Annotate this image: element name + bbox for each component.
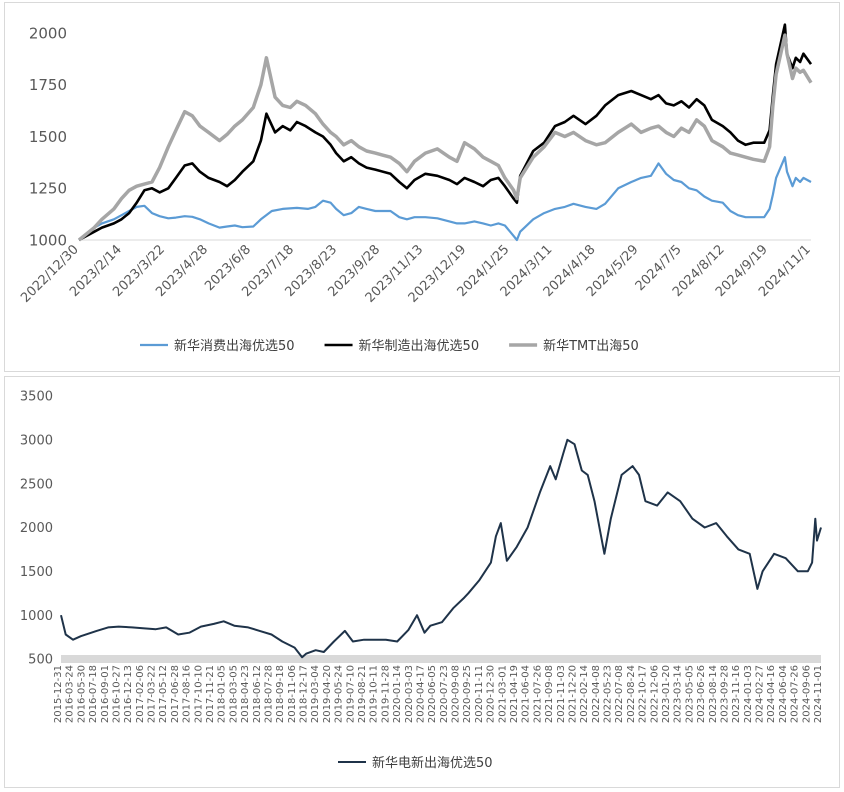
x-tick-label: 2023-06-26	[696, 665, 707, 723]
x-tick-label: 2021-12-20	[567, 665, 578, 723]
x-tick-label: 2016-12-13	[123, 665, 134, 723]
x-tick-label: 2019-03-04	[310, 665, 321, 723]
y-tick-label: 2000	[20, 521, 53, 536]
y-tick-label: 1000	[20, 609, 53, 624]
x-tick-label: 2023-09-28	[719, 665, 730, 723]
x-tick-label: 2017-10-10	[193, 665, 204, 723]
y-tick-label: 3000	[20, 434, 53, 449]
x-tick-label: 2016-03-24	[65, 665, 76, 723]
x-tick-label: 2022-05-23	[603, 665, 614, 723]
y-tick-label: 1000	[29, 231, 67, 249]
x-tick-label: 2022-02-14	[579, 665, 590, 723]
y-tick-label: 3500	[20, 390, 53, 405]
x-tick-label: 2015-12-31	[53, 665, 64, 723]
x-tick-label: 2020-09-08	[451, 665, 462, 723]
x-tick-label: 2019-07-10	[345, 665, 356, 723]
x-tick-label: 2023-05-05	[684, 665, 695, 723]
x-tick-label: 2018-06-12	[252, 665, 263, 723]
x-tick-label: 2019-08-21	[357, 665, 368, 723]
x-tick-label: 2021-07-26	[532, 665, 543, 723]
y-tick-label: 2000	[29, 24, 67, 42]
series-line-2	[78, 23, 813, 242]
x-tick-label: 2024-04-16	[766, 665, 777, 723]
x-tick-label: 2016-07-18	[88, 665, 99, 723]
x-tick-label: 2018-09-18	[275, 665, 286, 723]
y-tick-label: 2500	[20, 477, 53, 492]
x-tick-label: 2016-10-27	[111, 665, 122, 723]
x-tick-label: 2020-03-03	[404, 665, 415, 723]
legend-label-1: 新华电新出海优选50	[372, 755, 493, 771]
x-tick-label: 2024-06-04	[778, 665, 789, 723]
series-line-1	[78, 156, 812, 242]
x-tick-label: 2020-11-11	[474, 665, 485, 723]
x-tick-label: 2018-04-23	[240, 665, 251, 723]
x-tick-label: 2020-06-05	[427, 665, 438, 723]
x-tick-label: 2017-11-21	[205, 665, 216, 723]
x-tick-label: 2017-08-16	[182, 665, 193, 723]
y-tick-label: 1500	[29, 128, 67, 146]
x-tick-label: 2018-01-05	[217, 665, 228, 723]
x-tick-label: 2020-01-14	[392, 665, 403, 723]
y-tick-label: 1250	[29, 180, 67, 198]
x-tick-label: 2018-07-28	[263, 665, 274, 723]
x-tick-label: 2019-10-11	[369, 665, 380, 723]
x-tick-label: 2020-04-17	[415, 665, 426, 723]
x-tick-label: 2017-05-12	[158, 665, 169, 723]
top-chart: 100012501500175020002022/12/302023/2/142…	[18, 23, 814, 354]
x-tick-label: 2021-06-04	[521, 665, 532, 723]
x-tick-label: 2019-04-20	[322, 665, 333, 723]
x-tick-label: 2024-01-03	[743, 665, 754, 723]
x-tick-label: 2022/12/30	[18, 242, 82, 306]
x-tick-label: 2020-09-25	[462, 665, 473, 723]
bottom-chart-panel: 500 1000 1500 2000 2500 3000 3500 2015-12-31 201…	[4, 376, 840, 788]
series-line-1	[60, 438, 822, 659]
x-tick-label: 2020-12-30	[486, 665, 497, 723]
x-tick-label: 2018-12-17	[299, 665, 310, 723]
x-tick-label: 2021-09-08	[544, 665, 555, 723]
x-tick-label: 2022-12-06	[649, 665, 660, 723]
x-tick-label: 2017-02-06	[135, 665, 146, 723]
legend-label-3: 新华TMT出海50	[543, 338, 639, 354]
x-tick-label: 2023-03-14	[673, 665, 684, 723]
x-tick-label: 2019-11-28	[380, 665, 391, 723]
x-tick-label: 2018-03-05	[228, 665, 239, 723]
legend-label-2: 新华制造出海优选50	[359, 338, 480, 354]
x-tick-label: 2024-09-06	[801, 665, 812, 723]
x-tick-label: 2020-07-23	[439, 665, 450, 723]
x-tick-label: 2016-05-30	[76, 665, 87, 723]
top-chart-panel: 1000 1250 1500 1750 2000 2022/12/30 2023/2/14 2…	[4, 2, 840, 372]
x-tick-label: 2016-09-01	[100, 665, 111, 723]
x-tick-label: 2021-03-01	[497, 665, 508, 723]
legend-label-1: 新华消费出海优选50	[174, 338, 295, 354]
x-tick-label: 2024-02-27	[755, 665, 766, 723]
x-tick-label: 2017-03-22	[147, 665, 158, 723]
x-tick-label: 2023-11-16	[731, 665, 742, 723]
x-tick-label: 2022-04-08	[591, 665, 602, 723]
x-tick-label: 2022-08-24	[626, 665, 637, 723]
x-tick-label: 2024-07-26	[790, 665, 801, 723]
x-tick-label: 2021-04-19	[509, 665, 520, 723]
x-tick-label: 2019-05-24	[334, 665, 345, 723]
y-tick-label: 500	[28, 653, 53, 668]
series-line-3	[77, 33, 813, 242]
x-tick-label: 2022-07-08	[614, 665, 625, 723]
x-tick-label: 2022-10-17	[638, 665, 649, 723]
y-tick-label: 1500	[20, 565, 53, 580]
x-tick-label: 2017-06-28	[170, 665, 181, 723]
x-tick-label: 2018-11-06	[287, 665, 298, 723]
x-tick-label: 2023-01-20	[661, 665, 672, 723]
y-tick-label: 1750	[29, 76, 67, 94]
x-tick-label: 2024-11-01	[813, 665, 824, 723]
x-tick-label: 2021-11-03	[556, 665, 567, 723]
x-tick-label: 2023-08-14	[708, 665, 719, 723]
